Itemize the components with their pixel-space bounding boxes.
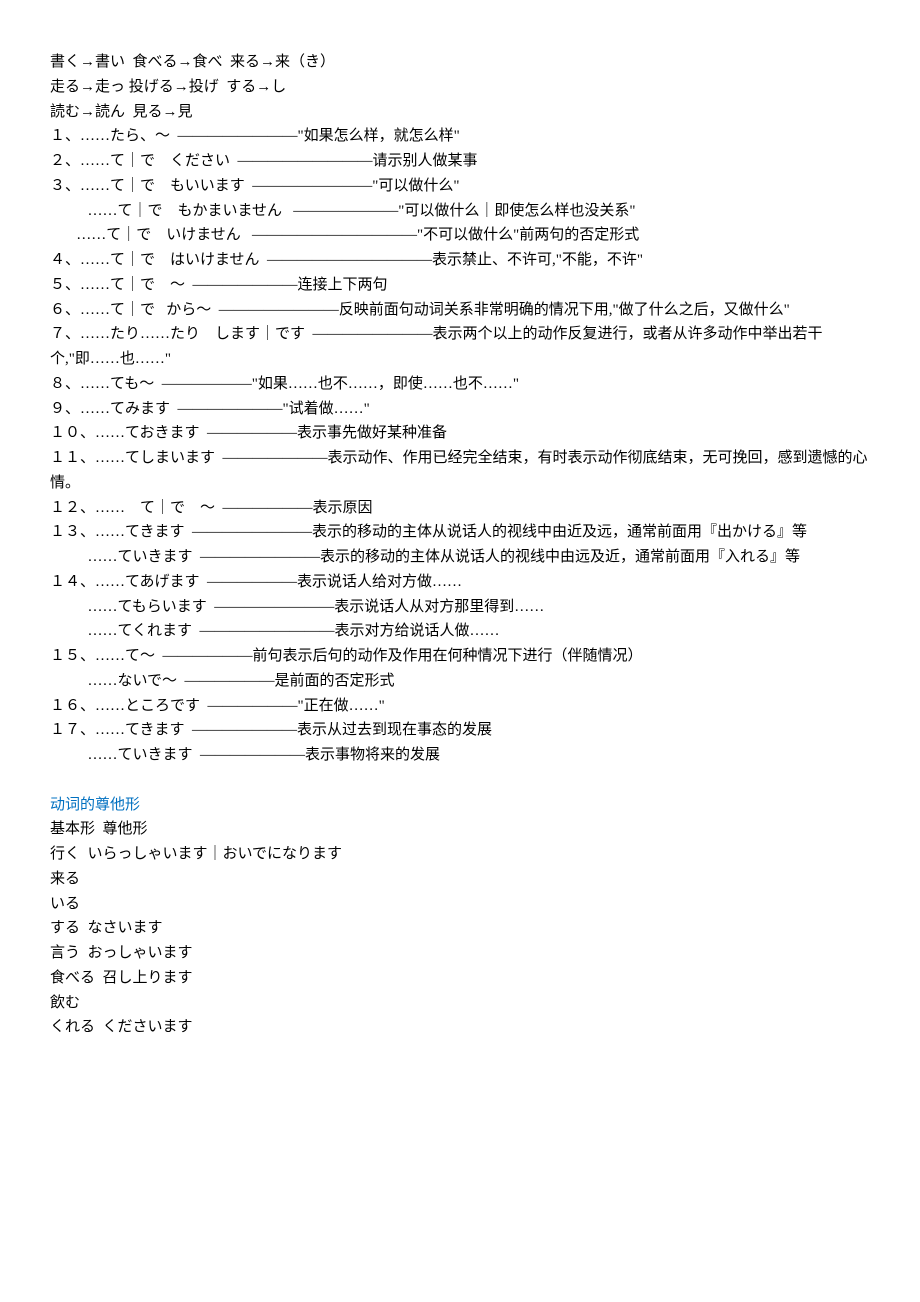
- grammar-line: ６、……て｜で から～ ————————反映前面句动词关系非常明确的情况下用,"…: [50, 298, 870, 323]
- honorific-row: くれる くださいます: [50, 1015, 870, 1040]
- grammar-line: １２、…… て｜で ～ ——————表示原因: [50, 496, 870, 521]
- grammar-line: １４、……てあげます ——————表示说话人给对方做……: [50, 570, 870, 595]
- grammar-line: ……て｜で いけません ———————————"不可以做什么"前两句的否定形式: [50, 223, 870, 248]
- grammar-line: ……ていきます ————————表示的移动的主体从说话人的视线中由远及近，通常前…: [50, 545, 870, 570]
- grammar-section: 書く→書い 食べる→食べ 来る→来（き）走る→走っ 投げる→投げ する→し読む→…: [50, 50, 870, 768]
- honorific-section: 行く いらっしゃいます｜おいでになります来るいるする なさいます言う おっしゃい…: [50, 842, 870, 1040]
- grammar-line: ８、……ても～ ——————"如果……也不……，即使……也不……": [50, 372, 870, 397]
- grammar-line: １５、……て～ ——————前句表示后句的动作及作用在何种情况下进行（伴随情况）: [50, 644, 870, 669]
- grammar-line: ２、……て｜で ください —————————请示别人做某事: [50, 149, 870, 174]
- honorific-table-header: 基本形 尊他形: [50, 817, 870, 842]
- grammar-line: ９、……てみます ———————"试着做……": [50, 397, 870, 422]
- honorific-row: 飲む: [50, 991, 870, 1016]
- grammar-line: ３、……て｜で もいいます ————————"可以做什么": [50, 174, 870, 199]
- section-title-honorific: 动词的尊他形: [50, 793, 870, 818]
- grammar-line: ……ていきます ———————表示事物将来的发展: [50, 743, 870, 768]
- grammar-line: １０、……ておきます ——————表示事先做好某种准备: [50, 421, 870, 446]
- grammar-line: １、……たら、～ ————————"如果怎么样，就怎么样": [50, 124, 870, 149]
- grammar-line: １７、……てきます ———————表示从过去到现在事态的发展: [50, 718, 870, 743]
- grammar-line: ５、……て｜で ～ ———————连接上下两句: [50, 273, 870, 298]
- honorific-row: いる: [50, 892, 870, 917]
- honorific-row: 食べる 召し上ります: [50, 966, 870, 991]
- grammar-line: ４、……て｜で はいけません ———————————表示禁止、不许可,"不能，不…: [50, 248, 870, 273]
- honorific-row: 行く いらっしゃいます｜おいでになります: [50, 842, 870, 867]
- grammar-line: ……ないで～ ——————是前面的否定形式: [50, 669, 870, 694]
- grammar-line: 読む→読ん 見る→見: [50, 100, 870, 125]
- grammar-line: ７、……たり……たり します｜です ————————表示两个以上的动作反复进行，…: [50, 322, 870, 372]
- grammar-line: ……て｜で もかまいません ———————"可以做什么｜即使怎么样也没关系": [50, 199, 870, 224]
- honorific-row: 来る: [50, 867, 870, 892]
- grammar-line: １３、……てきます ————————表示的移动的主体从说话人的视线中由近及远，通…: [50, 520, 870, 545]
- honorific-row: する なさいます: [50, 916, 870, 941]
- grammar-line: 書く→書い 食べる→食べ 来る→来（き）: [50, 50, 870, 75]
- grammar-line: ……てくれます —————————表示对方给说话人做……: [50, 619, 870, 644]
- grammar-line: １１、……てしまいます ———————表示动作、作用已经完全结束，有时表示动作彻…: [50, 446, 870, 496]
- grammar-line: １６、……ところです ——————"正在做……": [50, 694, 870, 719]
- grammar-line: 走る→走っ 投げる→投げ する→し: [50, 75, 870, 100]
- document-page: 書く→書い 食べる→食べ 来る→来（き）走る→走っ 投げる→投げ する→し読む→…: [0, 0, 920, 1090]
- honorific-row: 言う おっしゃいます: [50, 941, 870, 966]
- section-spacer: [50, 768, 870, 793]
- grammar-line: ……てもらいます ————————表示说话人从对方那里得到……: [50, 595, 870, 620]
